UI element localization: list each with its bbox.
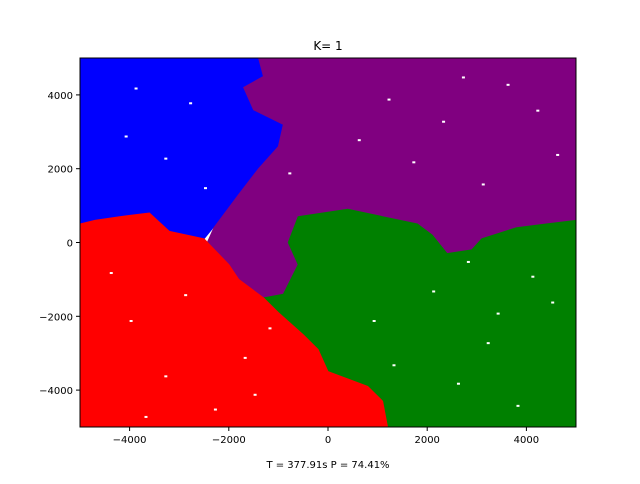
- y-tick-label: 0: [67, 239, 73, 250]
- void-speck-26: [516, 404, 520, 407]
- void-speck-29: [456, 382, 460, 385]
- void-speck-13: [288, 172, 292, 175]
- void-speck-21: [268, 327, 272, 330]
- void-speck-8: [461, 76, 465, 79]
- void-speck-12: [387, 98, 391, 101]
- void-speck-17: [164, 375, 168, 378]
- void-speck-11: [556, 153, 560, 156]
- void-speck-5: [506, 83, 510, 86]
- void-speck-32: [144, 415, 148, 418]
- void-speck-9: [357, 139, 361, 142]
- x-tick-label: −4000: [113, 435, 147, 446]
- x-tick-label: −2000: [212, 435, 246, 446]
- void-speck-22: [432, 290, 436, 293]
- y-tick-label: −4000: [39, 386, 73, 397]
- void-speck-23: [486, 342, 490, 345]
- void-speck-30: [253, 393, 257, 396]
- y-axis: −4000 −2000 0 2000 4000: [39, 91, 80, 397]
- plot-area: [79, 57, 577, 428]
- void-speck-24: [551, 301, 555, 304]
- x-tick-label: 4000: [514, 435, 539, 446]
- region-3: [80, 212, 389, 427]
- void-speck-0: [134, 87, 138, 90]
- void-speck-3: [124, 135, 128, 138]
- y-tick-label: 2000: [48, 165, 73, 176]
- void-speck-20: [213, 408, 217, 411]
- void-speck-7: [536, 109, 540, 112]
- void-speck-10: [481, 183, 485, 186]
- void-speck-2: [164, 157, 168, 160]
- void-speck-31: [466, 260, 470, 263]
- void-speck-4: [204, 187, 207, 190]
- void-speck-16: [184, 294, 188, 297]
- void-speck-1: [189, 102, 193, 105]
- x-tick-label: 0: [325, 435, 331, 446]
- x-axis-label: T = 377.91s P = 74.41%: [265, 460, 389, 471]
- void-speck-18: [243, 356, 247, 359]
- void-speck-25: [392, 364, 396, 367]
- x-axis: −4000 −2000 0 2000 4000: [113, 427, 539, 446]
- y-tick-label: 4000: [48, 91, 73, 102]
- void-speck-15: [129, 319, 133, 322]
- void-speck-27: [372, 319, 376, 322]
- chart-title: K= 1: [313, 39, 342, 53]
- void-speck-28: [531, 275, 535, 278]
- y-tick-label: −2000: [39, 312, 73, 323]
- x-tick-label: 2000: [414, 435, 439, 446]
- void-speck-14: [442, 120, 446, 123]
- void-speck-19: [109, 272, 113, 275]
- void-speck-6: [412, 161, 416, 164]
- void-speck-33: [496, 312, 500, 315]
